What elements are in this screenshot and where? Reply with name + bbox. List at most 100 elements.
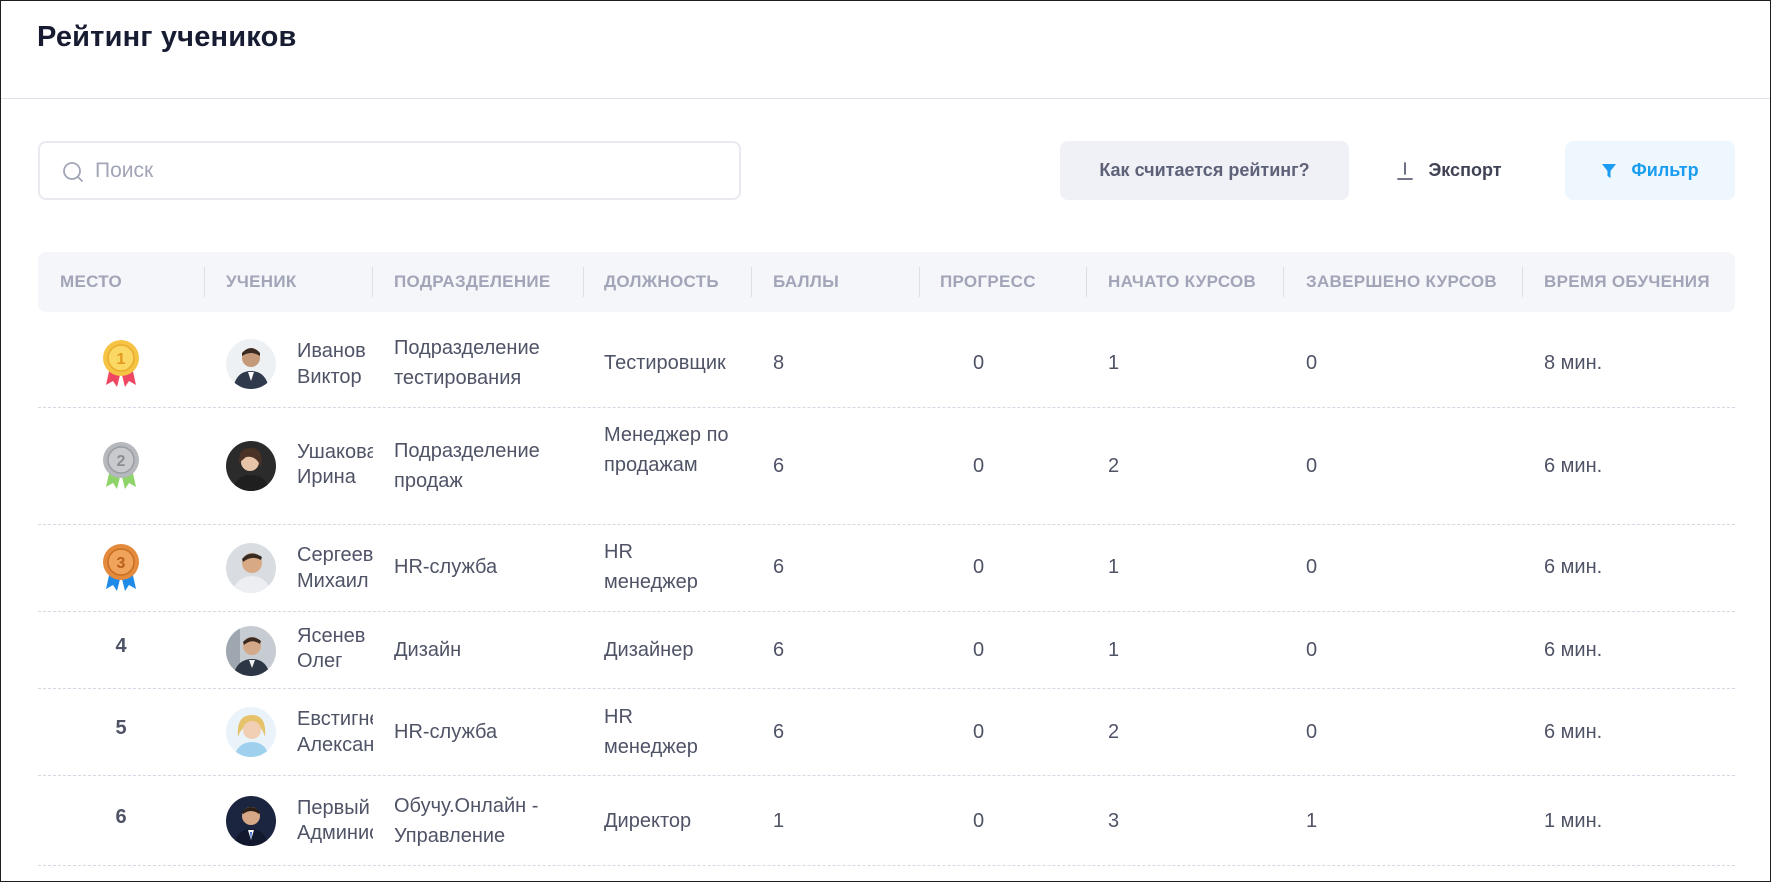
export-label: Экспорт — [1428, 160, 1502, 180]
time-cell: 6 мин. — [1544, 721, 1603, 743]
column-header-completed[interactable]: ЗАВЕРШЕНО КУРСОВ — [1306, 272, 1497, 291]
medal-number: 2 — [117, 453, 126, 470]
started-courses-cell: 1 — [1108, 352, 1120, 374]
filter-button[interactable]: Фильтр — [1565, 141, 1735, 200]
progress-cell: 0 — [973, 352, 985, 374]
position-cell: Тестировщик — [604, 352, 726, 374]
column-header-student[interactable]: УЧЕНИК — [226, 272, 297, 291]
student-last-name[interactable]: Евстигнеева — [297, 708, 373, 730]
place-number: 4 — [115, 635, 127, 657]
department-cell: Подразделение продаж — [394, 440, 540, 492]
score-cell: 6 — [773, 639, 785, 661]
student-last-name[interactable]: Сергеев — [297, 544, 373, 566]
page-header: Рейтинг учеников — [1, 1, 1770, 99]
column-divider — [751, 267, 752, 297]
place-number: 6 — [115, 806, 127, 828]
score-cell: 6 — [773, 721, 785, 743]
avatar[interactable] — [226, 707, 276, 757]
student-last-name[interactable]: Иванов — [297, 340, 366, 362]
search-box[interactable] — [38, 141, 741, 200]
completed-courses-cell: 0 — [1306, 721, 1318, 743]
department-cell: Обучу.Онлайн - Управление — [394, 795, 539, 847]
table-row[interactable]: 4 Ясенев Олег Дизайн Дизайнер 6 0 1 0 6 … — [38, 612, 1735, 689]
student-first-name[interactable]: Виктор — [297, 366, 362, 388]
avatar[interactable] — [226, 543, 276, 593]
completed-courses-cell: 1 — [1306, 810, 1318, 832]
table-header: МЕСТО УЧЕНИК ПОДРАЗДЕЛЕНИЕ ДОЛЖНОСТЬ БАЛ… — [38, 252, 1735, 312]
silver-medal-icon: 2 — [103, 442, 139, 489]
time-cell: 8 мин. — [1544, 352, 1603, 374]
position-cell: Директор — [604, 810, 692, 832]
table-row[interactable]: 3 Сергеев Михаил HR-служба HR менеджер 6… — [38, 525, 1735, 612]
score-cell: 1 — [773, 810, 785, 832]
table-row[interactable]: 5 Евстигнеева Александра HR-служба HR ме… — [38, 689, 1735, 776]
started-courses-cell: 2 — [1108, 721, 1120, 743]
student-first-name[interactable]: Администратор — [297, 822, 373, 844]
student-last-name[interactable]: Первый — [297, 797, 370, 819]
department-cell: HR-служба — [394, 556, 498, 578]
progress-cell: 0 — [973, 721, 985, 743]
department-cell: Подразделение тестирования — [394, 337, 540, 389]
position-cell: HR менеджер — [604, 541, 698, 593]
page-title: Рейтинг учеников — [37, 21, 297, 53]
column-divider — [919, 267, 920, 297]
search-input[interactable] — [95, 143, 725, 198]
table-row[interactable]: 6 Первый Администратор Обучу.Онлайн - Уп… — [38, 776, 1735, 866]
student-first-name[interactable]: Михаил — [297, 570, 369, 592]
avatar[interactable] — [226, 441, 276, 491]
column-divider — [1522, 267, 1523, 297]
column-divider — [204, 267, 205, 297]
position-cell: Дизайнер — [604, 639, 694, 661]
search-icon — [63, 162, 83, 182]
column-header-score[interactable]: БАЛЛЫ — [773, 272, 840, 291]
column-header-time[interactable]: ВРЕМЯ ОБУЧЕНИЯ — [1544, 272, 1710, 291]
table-row[interactable]: 2 Ушакова Ирина Подразделение продаж Мен… — [38, 408, 1735, 525]
time-cell: 6 мин. — [1544, 639, 1603, 661]
time-cell: 1 мин. — [1544, 810, 1603, 832]
student-last-name[interactable]: Ясенев — [297, 625, 366, 647]
time-cell: 6 мин. — [1544, 455, 1603, 477]
avatar[interactable] — [226, 626, 276, 676]
column-divider — [372, 267, 373, 297]
place-number: 5 — [115, 717, 127, 739]
started-courses-cell: 2 — [1108, 455, 1120, 477]
bronze-medal-icon: 3 — [103, 544, 139, 591]
filter-icon — [1602, 163, 1617, 178]
completed-courses-cell: 0 — [1306, 556, 1318, 578]
student-first-name[interactable]: Ирина — [297, 466, 356, 488]
department-cell: HR-служба — [394, 721, 498, 743]
column-divider — [1086, 267, 1087, 297]
export-button[interactable]: Экспорт — [1379, 141, 1519, 200]
score-cell: 6 — [773, 556, 785, 578]
completed-courses-cell: 0 — [1306, 352, 1318, 374]
progress-cell: 0 — [973, 639, 985, 661]
progress-cell: 0 — [973, 455, 985, 477]
filter-label: Фильтр — [1631, 160, 1699, 180]
column-header-department[interactable]: ПОДРАЗДЕЛЕНИЕ — [394, 272, 551, 291]
student-first-name[interactable]: Александра — [297, 734, 373, 756]
rating-info-button[interactable]: Как считается рейтинг? — [1060, 141, 1349, 200]
position-cell: HR менеджер — [604, 706, 698, 758]
medal-number: 1 — [117, 351, 126, 368]
avatar[interactable] — [226, 796, 276, 846]
column-divider — [583, 267, 584, 297]
score-cell: 8 — [773, 352, 785, 374]
started-courses-cell: 1 — [1108, 556, 1120, 578]
department-cell: Дизайн — [394, 639, 462, 661]
started-courses-cell: 1 — [1108, 639, 1120, 661]
score-cell: 6 — [773, 455, 785, 477]
column-header-progress[interactable]: ПРОГРЕСС — [940, 272, 1036, 291]
position-cell: Менеджер по продажам — [604, 424, 729, 476]
column-header-place[interactable]: МЕСТО — [60, 272, 123, 291]
table-row[interactable]: 1 Иванов Виктор Подразделение тестирован… — [38, 321, 1735, 408]
progress-cell: 0 — [973, 810, 985, 832]
time-cell: 6 мин. — [1544, 556, 1603, 578]
column-header-started[interactable]: НАЧАТО КУРСОВ — [1108, 272, 1257, 291]
student-first-name[interactable]: Олег — [297, 650, 343, 672]
medal-number: 3 — [117, 555, 126, 572]
student-last-name[interactable]: Ушакова — [297, 441, 373, 463]
avatar[interactable] — [226, 339, 276, 389]
column-header-position[interactable]: ДОЛЖНОСТЬ — [604, 272, 719, 291]
progress-cell: 0 — [973, 556, 985, 578]
